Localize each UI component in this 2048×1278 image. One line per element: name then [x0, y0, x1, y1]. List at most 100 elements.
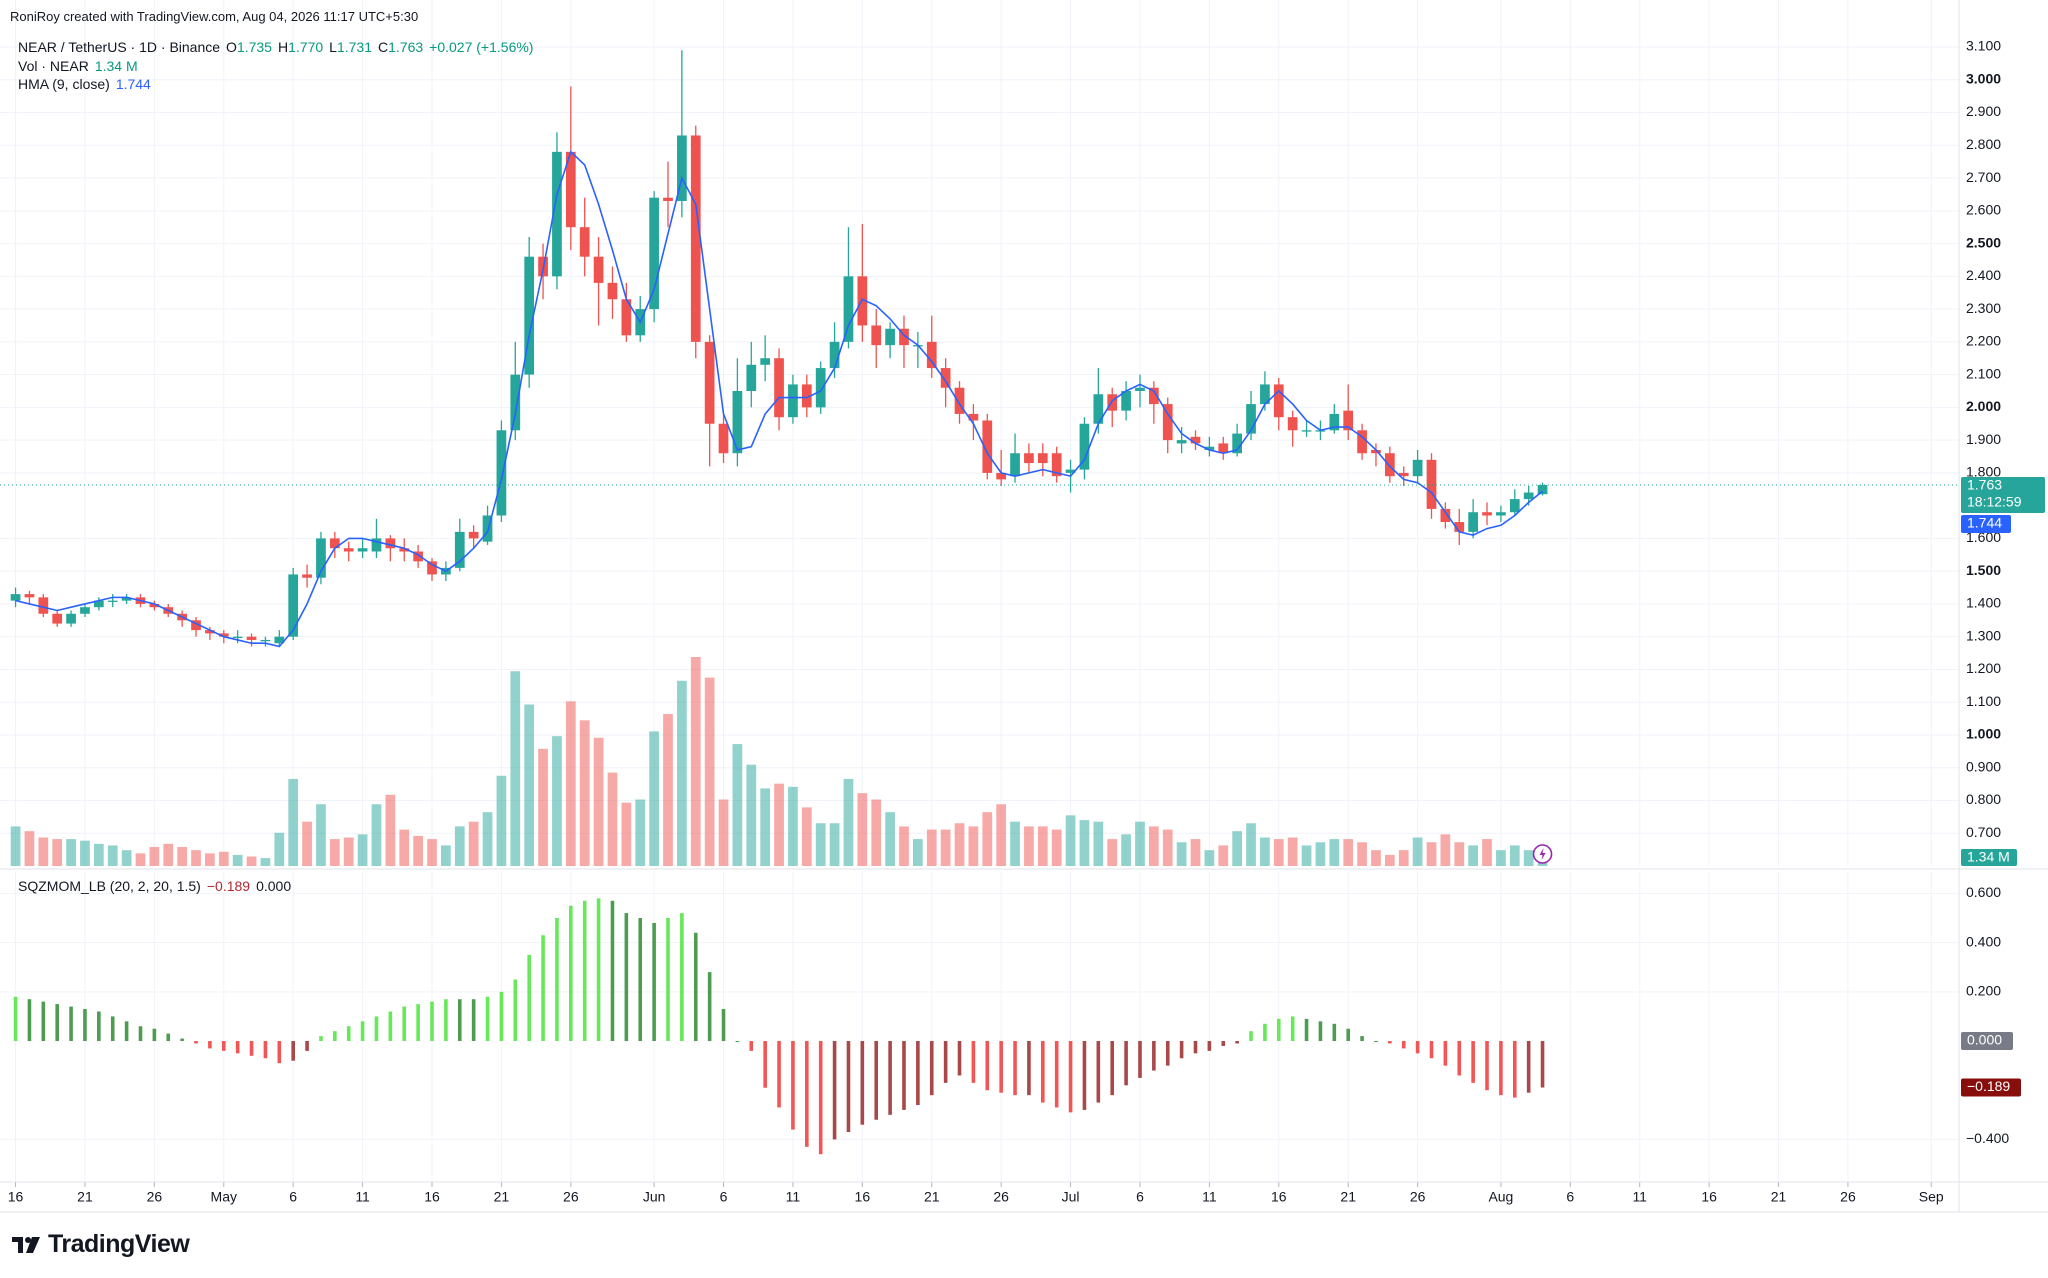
volume-bar: [246, 856, 257, 866]
y-tick-label: 2.200: [1966, 333, 2001, 349]
momentum-bar: [471, 999, 476, 1042]
volume-bar: [1301, 845, 1312, 866]
y-tick-label: 2.800: [1966, 136, 2001, 152]
squeeze-name: SQZMOM_LB (20, 2, 20, 1.5): [18, 878, 201, 894]
momentum-bar: [943, 1041, 948, 1083]
candle-body: [968, 413, 979, 421]
momentum-bar: [319, 1036, 323, 1042]
momentum-bar: [555, 918, 559, 1042]
momentum-bar: [749, 1041, 754, 1051]
x-tick-label: Jun: [643, 1189, 666, 1205]
candle-body: [1010, 453, 1020, 477]
candle-body: [996, 472, 1007, 480]
momentum-bar: [457, 999, 462, 1042]
momentum-bar: [1152, 1041, 1156, 1071]
candle-body: [121, 597, 132, 601]
volume-bar: [843, 778, 854, 866]
candle-body: [1523, 492, 1534, 500]
candle-body: [982, 420, 993, 473]
x-tick-label: 11: [1202, 1189, 1217, 1205]
momentum-bar: [346, 1026, 351, 1042]
ohlc-item: O1.735: [226, 39, 272, 55]
volume-bar: [718, 799, 729, 866]
momentum-bar: [249, 1041, 254, 1056]
momentum-bar: [1193, 1041, 1198, 1054]
momentum-value-label: −0.189: [1967, 1078, 2010, 1094]
volume-bar: [940, 829, 951, 866]
candle-body: [1024, 453, 1034, 464]
volume-bar: [801, 807, 812, 866]
candle-body: [1426, 459, 1437, 509]
candle-body: [815, 368, 826, 408]
momentum-bar: [1471, 1041, 1475, 1083]
volume-bar: [121, 850, 132, 866]
ohlc-legend: O1.735 H1.770 L1.731 C1.763: [226, 39, 423, 55]
volume-value: 1.34 M: [94, 58, 138, 74]
momentum-bar: [666, 918, 670, 1042]
momentum-bar: [69, 1006, 73, 1042]
squeeze-legend: SQZMOM_LB (20, 2, 20, 1.5) −0.189 0.000: [18, 878, 291, 894]
momentum-bar: [999, 1041, 1003, 1093]
volume-bar: [996, 804, 1007, 866]
momentum-bar: [444, 999, 448, 1042]
momentum-bar: [194, 1041, 198, 1044]
volume-bar: [1218, 845, 1229, 866]
momentum-bar: [1346, 1028, 1351, 1042]
y-tick-label: 0.900: [1966, 758, 2001, 774]
y-tick-label: 2.500: [1966, 234, 2001, 250]
volume-bar: [635, 799, 646, 866]
x-tick-label: May: [211, 1189, 237, 1205]
candle-body: [1509, 499, 1520, 513]
candle-body: [24, 594, 35, 598]
momentum-bar: [291, 1041, 295, 1061]
momentum-bar: [846, 1041, 851, 1133]
volume-bar: [538, 748, 548, 866]
candle-body: [191, 620, 201, 631]
volume-bar: [260, 858, 271, 866]
volume-bar: [1523, 850, 1534, 866]
volume-bar: [1232, 831, 1243, 866]
momentum-bar: [1332, 1023, 1337, 1042]
hma-legend: HMA (9, close) 1.744: [18, 76, 151, 92]
x-tick-label: 26: [1410, 1189, 1426, 1205]
volume-bar: [1454, 842, 1465, 866]
squeeze-zero: 0.000: [256, 878, 292, 894]
candle-body: [801, 384, 812, 408]
momentum-bar: [1276, 1018, 1281, 1042]
x-tick-label: 21: [1340, 1189, 1356, 1205]
brand: TradingView: [12, 1230, 190, 1259]
candle-body: [343, 548, 354, 552]
hma-name: HMA (9, close): [18, 76, 110, 92]
momentum-bar: [13, 996, 18, 1042]
candle-body: [38, 597, 49, 614]
y-tick-label: 1.200: [1966, 660, 2001, 676]
x-tick-label: 26: [1840, 1189, 1856, 1205]
volume-bar: [205, 853, 215, 866]
x-tick-label: 16: [1271, 1189, 1287, 1205]
momentum-bar: [874, 1041, 879, 1120]
momentum-bar: [235, 1041, 240, 1054]
volume-bar: [565, 701, 576, 866]
momentum-bar: [1318, 1021, 1323, 1042]
y-tick-label: 2.900: [1966, 103, 2001, 119]
volume-bar: [274, 832, 285, 866]
candle-body: [246, 636, 257, 640]
candle-body: [1107, 394, 1118, 411]
momentum-bar: [1263, 1023, 1267, 1042]
brand-name: TradingView: [48, 1230, 190, 1258]
volume-bar: [954, 823, 965, 866]
volume-bar: [1412, 837, 1423, 866]
candle-body: [274, 636, 285, 644]
x-tick-label: 11: [786, 1189, 801, 1205]
momentum-bar: [957, 1041, 962, 1076]
momentum-bar: [735, 1041, 740, 1043]
volume-bar: [1260, 837, 1270, 866]
momentum-bar: [569, 905, 573, 1042]
squeeze-value: −0.189: [206, 878, 251, 894]
momentum-bar: [1165, 1041, 1170, 1066]
volume-bar: [982, 812, 993, 866]
volume-bar: [1357, 842, 1367, 866]
volume-bar: [829, 823, 840, 866]
candle-body: [1135, 387, 1145, 391]
